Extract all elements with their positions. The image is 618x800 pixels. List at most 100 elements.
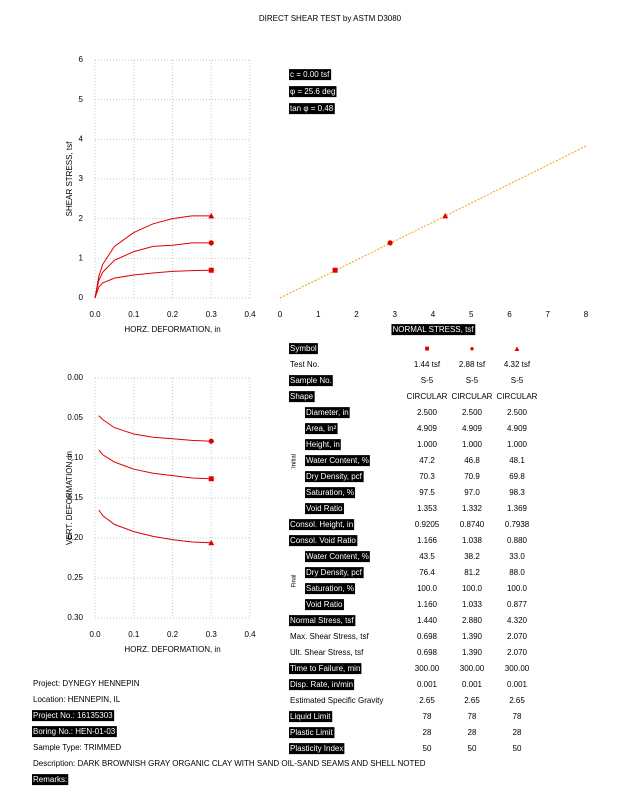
group-label: Final xyxy=(292,574,298,587)
info-line-group: Project No.: 16135303 xyxy=(32,710,115,722)
cell: 100.0 xyxy=(507,584,528,593)
cell: 76.4 xyxy=(419,568,435,577)
row-label: Test No. xyxy=(290,360,319,369)
marker xyxy=(208,539,215,546)
cell: 0.698 xyxy=(417,632,438,641)
row-label: Estimated Specific Gravity xyxy=(290,696,383,705)
cell: 1.000 xyxy=(507,440,528,449)
y-tick-label: 4 xyxy=(79,134,84,143)
cell: 2.070 xyxy=(507,632,528,641)
highlight xyxy=(305,471,364,483)
cell: 48.1 xyxy=(509,456,525,465)
highlight xyxy=(289,535,358,547)
highlight xyxy=(305,439,341,451)
cell: S-5 xyxy=(421,376,434,385)
row-label-group: Disp. Rate, in/min xyxy=(289,679,355,691)
cell: 33.0 xyxy=(509,552,525,561)
highlight xyxy=(305,423,338,435)
cell: 69.8 xyxy=(509,472,525,481)
cell: 300.00 xyxy=(415,664,440,673)
row-label: Water Content, % xyxy=(306,552,369,561)
y-tick-label: 0 xyxy=(79,293,84,302)
cell: 97.0 xyxy=(464,488,480,497)
x-tick-label: 0.4 xyxy=(244,310,256,319)
x-tick-label: 0.2 xyxy=(167,310,179,319)
cell: 78 xyxy=(423,712,432,721)
y-tick-label: 6 xyxy=(79,55,84,64)
row-label: Plastic Limit xyxy=(290,728,333,737)
row-label: Height, in xyxy=(306,440,340,449)
cell: 0.9205 xyxy=(415,520,440,529)
marker xyxy=(208,267,214,273)
x-tick-label: 0.0 xyxy=(89,310,101,319)
cell: 2.500 xyxy=(507,408,528,417)
cell: 0.880 xyxy=(507,536,528,545)
y-axis-label: SHEAR STRESS, tsf xyxy=(65,141,74,216)
x-tick-label: 3 xyxy=(393,310,398,319)
cell: 47.2 xyxy=(419,456,435,465)
y-tick-label: 0.10 xyxy=(67,453,83,462)
symbol: ■ xyxy=(425,344,430,353)
highlight xyxy=(391,324,476,336)
info-line: Project No.: 16135303 xyxy=(33,711,113,720)
info-line: Sample Type: TRIMMED xyxy=(33,743,121,752)
row-label-group: Sample No. xyxy=(289,375,333,387)
row-label-group: Plastic Limit xyxy=(289,727,335,739)
y-tick-label: 2 xyxy=(79,214,84,223)
cell: 1.44 tsf xyxy=(414,360,441,369)
cell: 70.3 xyxy=(419,472,435,481)
cell: 28 xyxy=(513,728,522,737)
highlight xyxy=(289,663,362,675)
cell: 1.166 xyxy=(417,536,438,545)
fit-line xyxy=(279,145,587,299)
highlight xyxy=(305,583,356,595)
cell: 97.5 xyxy=(419,488,435,497)
cell: 50 xyxy=(423,744,432,753)
annotation-group: φ = 25.6 deg xyxy=(289,86,337,98)
cell: 1.390 xyxy=(462,648,483,657)
x-tick-label: 6 xyxy=(507,310,512,319)
x-tick-label: 8 xyxy=(584,310,589,319)
marker xyxy=(442,212,449,219)
cell: 4.320 xyxy=(507,616,528,625)
y-tick-label: 0.25 xyxy=(67,573,83,582)
cell: S-5 xyxy=(511,376,524,385)
row-label: Max. Shear Stress, tsf xyxy=(290,632,369,641)
row-label: Saturation, % xyxy=(306,584,354,593)
row-label: Void Ratio xyxy=(306,504,343,513)
x-tick-label: 0.4 xyxy=(244,630,256,639)
curve xyxy=(98,415,212,442)
row-label: Consol. Void Ratio xyxy=(290,536,356,545)
curve xyxy=(98,449,212,480)
cell: 2.65 xyxy=(419,696,435,705)
cell: 1.332 xyxy=(462,504,483,513)
x-tick-label: 0.1 xyxy=(128,630,140,639)
y-tick-label: 0.05 xyxy=(67,413,83,422)
cell: 1.390 xyxy=(462,632,483,641)
row-label: Void Ratio xyxy=(306,600,343,609)
row-label: Shape xyxy=(290,392,314,401)
row-label: Dry Density, pcf xyxy=(306,472,363,481)
x-axis-label: HORZ. DEFORMATION, in xyxy=(124,325,220,334)
highlight xyxy=(305,503,345,515)
symbol: ● xyxy=(470,344,475,353)
annotation: c = 0.00 tsf xyxy=(290,70,330,79)
cell: 78 xyxy=(468,712,477,721)
y-tick-label: 0.30 xyxy=(67,613,83,622)
highlight xyxy=(289,679,355,691)
y-tick-label: 0.15 xyxy=(67,493,83,502)
row-label: Liquid Limit xyxy=(290,712,331,721)
row-label-group: Liquid Limit xyxy=(289,711,333,723)
y-tick-label: 0.20 xyxy=(67,533,83,542)
highlight xyxy=(289,711,333,723)
info-line: Location: HENNEPIN, IL xyxy=(33,695,121,704)
row-label: Saturation, % xyxy=(306,488,354,497)
marker xyxy=(208,212,215,219)
highlight xyxy=(32,710,115,722)
annotation-group: tan φ = 0.48 xyxy=(289,103,335,115)
row-label: Time to Failure, min xyxy=(290,664,360,673)
cell: 28 xyxy=(423,728,432,737)
highlight xyxy=(305,567,364,579)
row-label-group: Consol. Height, in xyxy=(289,519,355,531)
